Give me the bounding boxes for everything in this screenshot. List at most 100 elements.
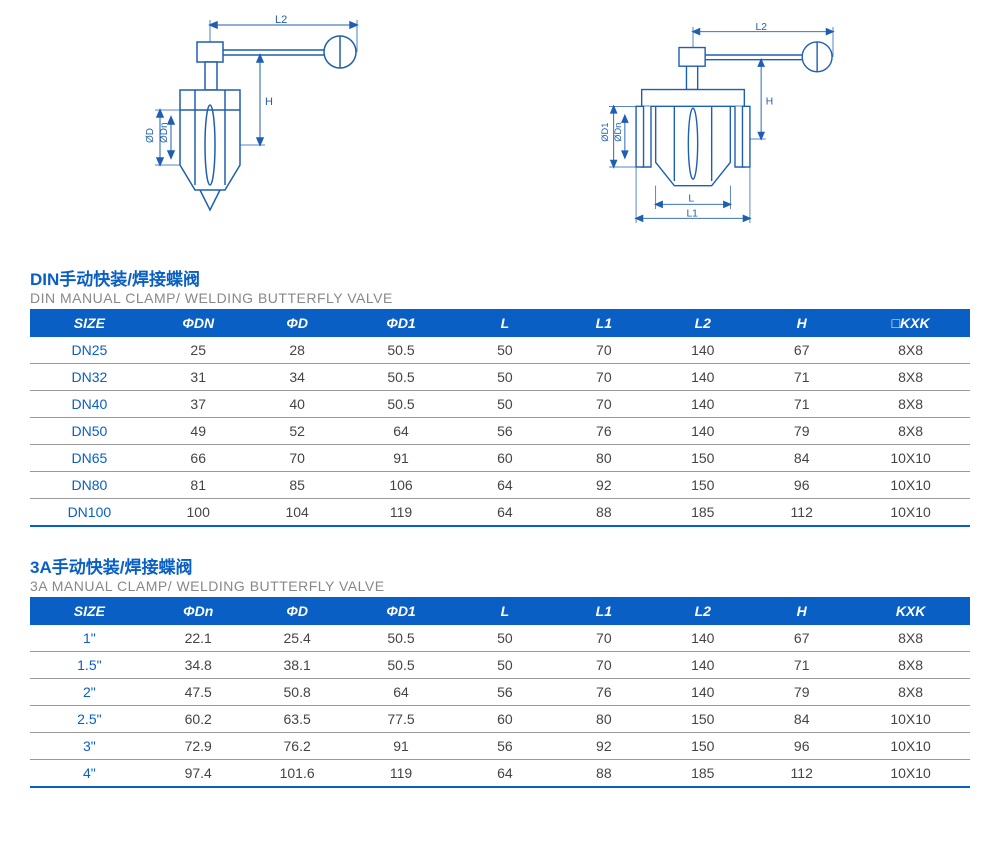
column-header: L2 xyxy=(653,309,752,337)
table-cell: 64 xyxy=(347,679,456,706)
table-row: 1"22.125.450.55070140678X8 xyxy=(30,625,970,652)
dim-label-od: ØD xyxy=(145,128,156,143)
table-cell: 10X10 xyxy=(851,445,970,472)
3a-table: SIZEΦDnΦDΦD1LL1L2HKXK 1"22.125.450.55070… xyxy=(30,597,970,788)
table-cell: 140 xyxy=(653,652,752,679)
column-header: ΦD1 xyxy=(347,597,456,625)
table-cell: 63.5 xyxy=(248,706,347,733)
table-cell: 185 xyxy=(653,760,752,788)
table-cell: 112 xyxy=(752,499,851,527)
table-cell: 10X10 xyxy=(851,499,970,527)
table-cell: DN80 xyxy=(30,472,149,499)
table-cell: 52 xyxy=(248,418,347,445)
table-cell: 81 xyxy=(149,472,248,499)
table-row: DN504952645676140798X8 xyxy=(30,418,970,445)
table-cell: 47.5 xyxy=(149,679,248,706)
table-cell: 70 xyxy=(248,445,347,472)
table-cell: 97.4 xyxy=(149,760,248,788)
table-cell: 50 xyxy=(455,652,554,679)
table-row: DN25252850.55070140678X8 xyxy=(30,337,970,364)
table-cell: DN40 xyxy=(30,391,149,418)
table-row: 2.5"60.263.577.560801508410X10 xyxy=(30,706,970,733)
table-cell: 50 xyxy=(455,391,554,418)
din-title-en: DIN MANUAL CLAMP/ WELDING BUTTERFLY VALV… xyxy=(30,290,970,306)
table-cell: 64 xyxy=(455,472,554,499)
table-cell: 4" xyxy=(30,760,149,788)
table-cell: 67 xyxy=(752,337,851,364)
table-cell: 31 xyxy=(149,364,248,391)
column-header: H xyxy=(752,597,851,625)
table-cell: 67 xyxy=(752,625,851,652)
table-cell: 92 xyxy=(554,733,653,760)
table-cell: 56 xyxy=(455,733,554,760)
table-cell: 80 xyxy=(554,706,653,733)
table-cell: 25 xyxy=(149,337,248,364)
table-cell: 92 xyxy=(554,472,653,499)
table-cell: 96 xyxy=(752,733,851,760)
table-row: DN6566709160801508410X10 xyxy=(30,445,970,472)
3a-title-en: 3A MANUAL CLAMP/ WELDING BUTTERFLY VALVE xyxy=(30,578,970,594)
table-cell: 140 xyxy=(653,364,752,391)
dim-label-l: L xyxy=(688,194,694,205)
technical-diagrams: L2 H ØD ØDn xyxy=(30,10,970,240)
table-row: 3"72.976.29156921509610X10 xyxy=(30,733,970,760)
table-cell: 56 xyxy=(455,679,554,706)
table-cell: 70 xyxy=(554,652,653,679)
table-row: DN100100104119648818511210X10 xyxy=(30,499,970,527)
table-cell: 85 xyxy=(248,472,347,499)
table-cell: 140 xyxy=(653,391,752,418)
dim-label-l1: L1 xyxy=(686,208,698,219)
table-cell: 84 xyxy=(752,706,851,733)
table-cell: 10X10 xyxy=(851,760,970,788)
table-cell: 71 xyxy=(752,391,851,418)
table-cell: 140 xyxy=(653,337,752,364)
table-cell: 8X8 xyxy=(851,364,970,391)
table-cell: 72.9 xyxy=(149,733,248,760)
table-cell: 119 xyxy=(347,760,456,788)
table-cell: 150 xyxy=(653,445,752,472)
table-cell: 70 xyxy=(554,391,653,418)
table-cell: 70 xyxy=(554,364,653,391)
table-cell: 112 xyxy=(752,760,851,788)
column-header: L xyxy=(455,309,554,337)
table-cell: 28 xyxy=(248,337,347,364)
table-cell: 37 xyxy=(149,391,248,418)
dim-label-l2: L2 xyxy=(275,15,287,26)
column-header: SIZE xyxy=(30,309,149,337)
table-cell: 10X10 xyxy=(851,733,970,760)
table-cell: 70 xyxy=(554,337,653,364)
column-header: □KXK xyxy=(851,309,970,337)
column-header: ΦD xyxy=(248,309,347,337)
table-cell: 1.5" xyxy=(30,652,149,679)
table-cell: 88 xyxy=(554,499,653,527)
table-cell: 1" xyxy=(30,625,149,652)
column-header: H xyxy=(752,309,851,337)
table-cell: 64 xyxy=(347,418,456,445)
valve-diagram-right: L2 H ØD1 ØDn L L1 xyxy=(595,15,875,235)
table-cell: 50.5 xyxy=(347,337,456,364)
table-cell: 96 xyxy=(752,472,851,499)
table-cell: 140 xyxy=(653,679,752,706)
table-cell: 50 xyxy=(455,625,554,652)
table-cell: 100 xyxy=(149,499,248,527)
table-cell: 60 xyxy=(455,706,554,733)
table-cell: 60 xyxy=(455,445,554,472)
table-cell: DN50 xyxy=(30,418,149,445)
table-cell: 185 xyxy=(653,499,752,527)
table-cell: 91 xyxy=(347,445,456,472)
table-cell: 3" xyxy=(30,733,149,760)
table-cell: 70 xyxy=(554,625,653,652)
column-header: ΦD1 xyxy=(347,309,456,337)
table-cell: 34.8 xyxy=(149,652,248,679)
table-cell: 119 xyxy=(347,499,456,527)
column-header: L2 xyxy=(653,597,752,625)
table-cell: 10X10 xyxy=(851,706,970,733)
table-cell: 8X8 xyxy=(851,391,970,418)
table-row: 4"97.4101.6119648818511210X10 xyxy=(30,760,970,788)
table-cell: 25.4 xyxy=(248,625,347,652)
table-cell: 64 xyxy=(455,760,554,788)
table-cell: 80 xyxy=(554,445,653,472)
table-cell: 77.5 xyxy=(347,706,456,733)
table-cell: DN32 xyxy=(30,364,149,391)
table-cell: 50 xyxy=(455,364,554,391)
